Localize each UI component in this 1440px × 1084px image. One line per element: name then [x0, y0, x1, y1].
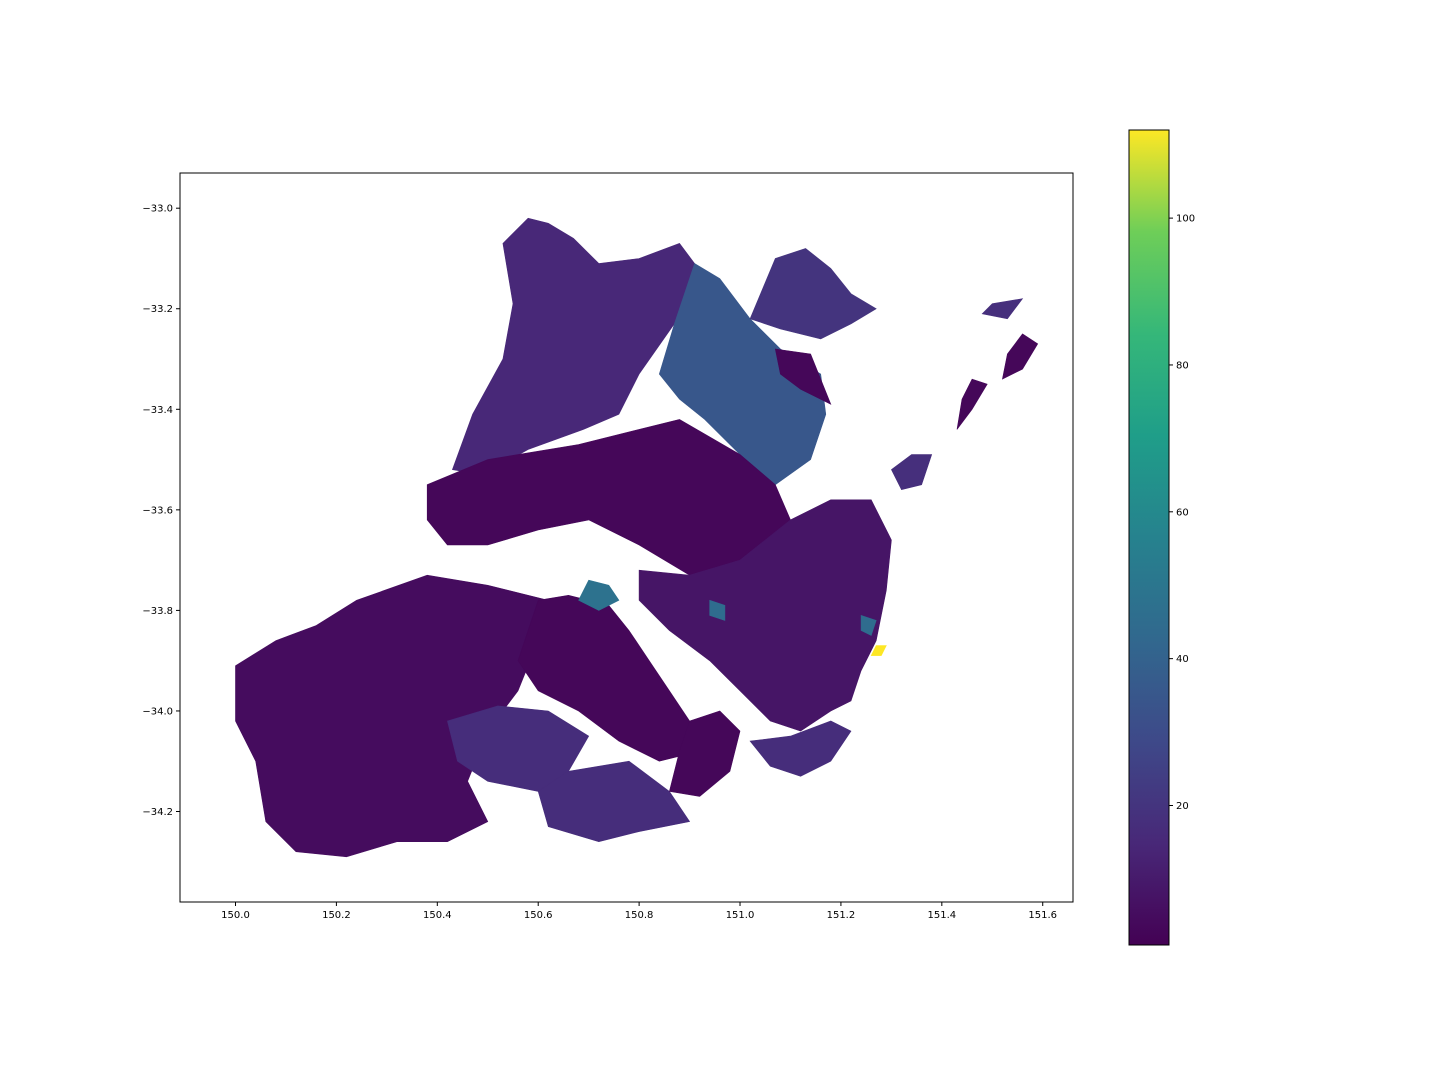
- x-axis: 150.0 150.2 150.4 150.6 150.8 151.0 151.2 151.4…: [221, 902, 1057, 921]
- map-region-13: [891, 454, 933, 491]
- map-region-19: [860, 614, 877, 636]
- map-region-4: [774, 348, 832, 405]
- region-layer: [235, 217, 1039, 858]
- colorbar-ticks: 20 40 60 80 100: [1169, 214, 1195, 812]
- x-tick-label: 150.0: [221, 910, 250, 921]
- map-region-14: [981, 298, 1024, 320]
- y-tick-label: −33.4: [142, 405, 173, 416]
- y-tick-label: −34.0: [142, 706, 173, 717]
- y-tick-label: −33.2: [142, 304, 173, 315]
- map-region-2: [658, 263, 827, 486]
- colorbar-tick-label: 40: [1176, 654, 1189, 665]
- map-region-15: [1001, 333, 1039, 380]
- map-region-10: [669, 710, 741, 797]
- map-region-3: [749, 248, 877, 340]
- colorbar: 20 40 60 80 100: [1128, 129, 1195, 946]
- x-tick-label: 150.4: [423, 910, 452, 921]
- y-tick-label: −33.0: [142, 204, 173, 215]
- x-tick-label: 151.2: [827, 910, 856, 921]
- x-tick-label: 151.4: [928, 910, 957, 921]
- y-tick-label: −33.8: [142, 606, 173, 617]
- x-tick-label: 151.6: [1028, 910, 1057, 921]
- map-region-16: [956, 378, 988, 430]
- map-region-18: [709, 599, 726, 621]
- x-tick-label: 150.2: [322, 910, 351, 921]
- map-axes: 150.0 150.2 150.4 150.6 150.8 151.0 151.2 151.4…: [142, 172, 1074, 921]
- colorbar-tick-label: 100: [1176, 214, 1195, 225]
- colorbar-tick-label: 60: [1176, 507, 1189, 518]
- map-region-17: [578, 579, 620, 611]
- colorbar-tick-label: 20: [1176, 801, 1189, 812]
- x-tick-label: 150.6: [524, 910, 553, 921]
- colorbar-gradient: [1128, 129, 1170, 946]
- colorbar-tick-label: 80: [1176, 360, 1189, 371]
- map-region-1: [451, 217, 695, 476]
- map-region-12: [749, 720, 852, 777]
- y-tick-label: −33.6: [142, 505, 173, 516]
- map-region-8: [537, 760, 691, 843]
- x-tick-label: 151.0: [726, 910, 755, 921]
- map-region-20: [870, 645, 887, 656]
- map-region-11: [638, 499, 892, 732]
- y-axis: −33.0 −33.2 −33.4 −33.6 −33.8 −34.0 −34.2: [142, 204, 180, 818]
- y-tick-label: −34.2: [142, 807, 173, 818]
- axes-frame: [179, 172, 1074, 903]
- x-tick-label: 150.8: [625, 910, 654, 921]
